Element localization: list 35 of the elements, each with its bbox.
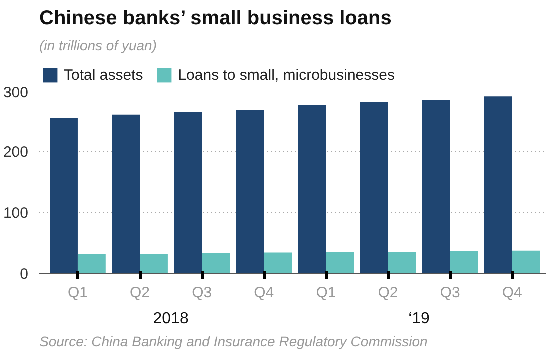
bar xyxy=(112,114,140,274)
legend-label: Total assets xyxy=(64,66,144,84)
bar xyxy=(202,253,230,274)
bar xyxy=(360,102,388,274)
y-tick-label: 100 xyxy=(3,205,29,222)
bar xyxy=(78,254,106,274)
y-tick-label: 200 xyxy=(3,144,29,161)
text: ‘19 xyxy=(408,310,430,328)
y-tick-label: 0 xyxy=(20,266,28,283)
x-tick-label: Q4 xyxy=(254,284,274,302)
x-tick-label: Q2 xyxy=(130,284,150,302)
bar xyxy=(484,96,512,274)
x-tick-label: Q1 xyxy=(68,284,88,302)
bar xyxy=(140,254,168,274)
chart-title: Chinese banks’ small business loans xyxy=(40,8,392,30)
bar xyxy=(298,105,326,274)
bar xyxy=(264,252,292,274)
bar xyxy=(50,118,78,274)
y-tick-label: 300 xyxy=(3,84,29,102)
bar xyxy=(512,250,540,274)
bar xyxy=(326,252,354,274)
text: 2018 xyxy=(153,310,189,328)
legend-label: Loans to small, microbusinesses xyxy=(178,66,395,84)
bar xyxy=(236,110,264,274)
x-tick-label: Q3 xyxy=(192,284,212,302)
bar xyxy=(388,252,416,274)
chart-subtitle: (in trillions of yuan) xyxy=(40,38,157,54)
x-tick-label: Q2 xyxy=(378,284,398,302)
x-tick-label: Q1 xyxy=(316,284,336,302)
bar xyxy=(422,100,450,274)
x-tick-label: Q3 xyxy=(440,284,460,302)
bar xyxy=(450,252,478,274)
x-tick-label: Q4 xyxy=(502,284,522,302)
source-note: Source: China Banking and Insurance Regulatory Commission xyxy=(40,334,428,350)
bar xyxy=(174,112,202,274)
